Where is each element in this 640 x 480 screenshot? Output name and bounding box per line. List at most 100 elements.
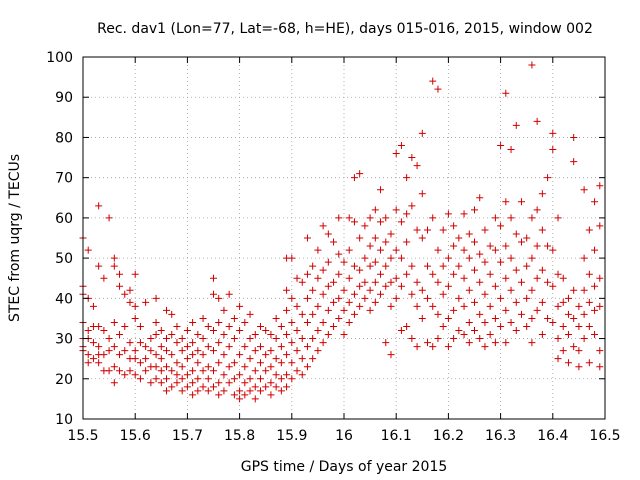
data-point	[502, 274, 510, 282]
data-point	[319, 290, 327, 298]
x-tick-label: 16.2	[433, 428, 464, 444]
data-point	[507, 254, 515, 262]
data-point	[105, 367, 113, 375]
data-point	[178, 387, 186, 395]
data-point	[471, 298, 478, 306]
data-point	[538, 226, 546, 234]
data-point	[303, 343, 311, 351]
data-point	[575, 322, 583, 330]
data-point	[277, 359, 285, 367]
data-point	[183, 383, 191, 391]
data-point	[267, 363, 275, 371]
data-point	[340, 286, 348, 294]
data-point	[178, 375, 186, 383]
data-point	[528, 286, 536, 294]
data-point	[580, 286, 588, 294]
y-tick-label: 90	[55, 90, 73, 106]
data-point	[523, 322, 531, 330]
y-axis-ticks: 10 20 30 40 50 60 70 80 90 100	[46, 50, 605, 428]
data-point	[476, 194, 484, 202]
data-point	[288, 294, 296, 302]
data-point	[116, 331, 124, 339]
data-point	[397, 282, 405, 290]
data-point	[324, 258, 332, 266]
data-point	[486, 242, 494, 250]
data-point	[575, 347, 583, 355]
data-point	[309, 335, 317, 343]
data-point	[262, 383, 270, 391]
data-point	[512, 230, 520, 238]
data-point	[220, 331, 228, 339]
data-point	[215, 339, 223, 347]
data-point	[439, 226, 447, 234]
data-point	[330, 298, 338, 306]
data-point	[131, 355, 139, 363]
data-point	[549, 146, 557, 154]
data-point	[371, 206, 379, 214]
data-point	[444, 282, 452, 290]
data-point	[157, 327, 165, 335]
data-point	[121, 322, 129, 330]
data-point	[303, 318, 311, 326]
data-point	[403, 210, 411, 218]
data-point	[324, 331, 332, 339]
data-point	[89, 355, 97, 363]
data-point	[293, 347, 301, 355]
data-point	[147, 347, 155, 355]
data-point	[142, 343, 150, 351]
data-point	[439, 290, 447, 298]
data-point	[272, 355, 280, 363]
data-point	[152, 375, 160, 383]
data-point	[163, 306, 171, 314]
data-point	[241, 379, 249, 387]
x-tick-label: 16.4	[537, 428, 568, 444]
data-point	[512, 266, 520, 274]
data-point	[288, 318, 296, 326]
data-point	[319, 266, 327, 274]
data-point	[215, 391, 223, 399]
data-point	[246, 310, 254, 318]
data-point	[481, 290, 489, 298]
data-point	[350, 290, 358, 298]
data-point	[246, 335, 254, 343]
data-point	[491, 339, 499, 347]
data-point	[564, 310, 572, 318]
data-point	[256, 387, 264, 395]
data-point	[387, 230, 395, 238]
y-tick-label: 10	[55, 412, 73, 428]
data-point	[110, 379, 118, 387]
data-point	[371, 258, 379, 266]
data-point	[142, 367, 150, 375]
x-tick-label: 15.8	[224, 428, 255, 444]
data-point	[564, 331, 572, 339]
data-point	[361, 254, 369, 262]
data-point	[507, 286, 515, 294]
data-point	[283, 306, 291, 314]
data-point	[570, 314, 578, 322]
data-point	[507, 318, 515, 326]
data-point	[288, 375, 296, 383]
data-point	[314, 327, 322, 335]
data-point	[564, 294, 572, 302]
data-point	[241, 318, 249, 326]
data-point	[272, 383, 280, 391]
data-point	[110, 343, 118, 351]
data-point	[517, 278, 525, 286]
data-point	[272, 371, 280, 379]
data-point	[324, 230, 332, 238]
data-point	[523, 234, 531, 242]
data-point	[591, 246, 599, 254]
data-point	[408, 290, 416, 298]
data-point	[366, 262, 374, 270]
data-point	[288, 359, 296, 367]
data-point	[324, 282, 332, 290]
data-point	[397, 141, 405, 149]
data-point	[309, 355, 317, 363]
data-point	[559, 322, 567, 330]
data-point	[591, 198, 599, 206]
data-point	[293, 302, 301, 310]
data-point	[121, 347, 129, 355]
data-point	[371, 298, 379, 306]
data-point	[377, 246, 385, 254]
data-point	[136, 359, 144, 367]
